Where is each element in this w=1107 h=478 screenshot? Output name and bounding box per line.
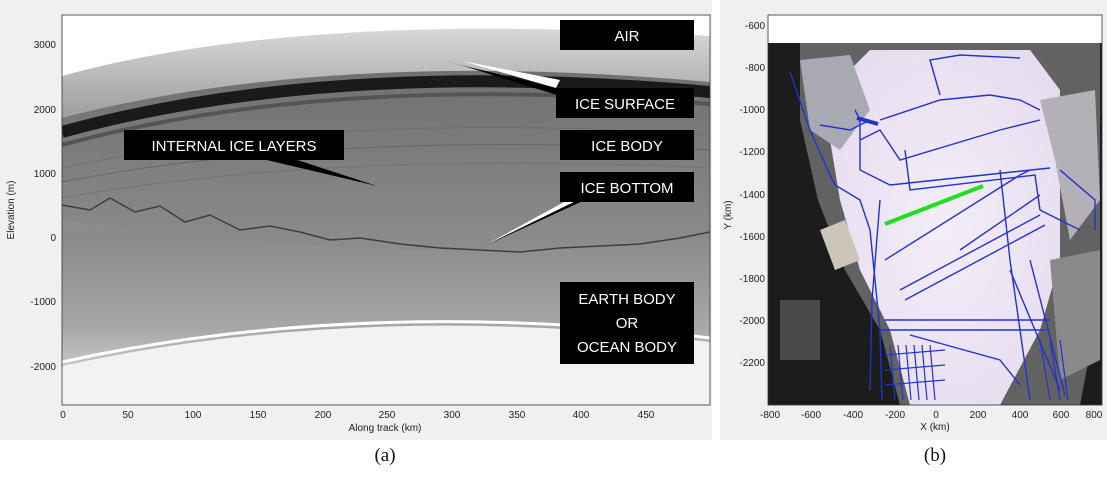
y-tick: 1000 [34,169,57,180]
air-label: AIR [614,28,639,45]
y-tick: -1000 [739,105,765,116]
panel-a-y-ticks: 3000 2000 1000 0 -1000 -2000 [30,40,56,373]
ice-surface-label: ICE SURFACE [575,96,675,113]
y-tick: -600 [745,21,765,32]
earth-body-label-line3: OCEAN BODY [577,339,677,356]
internal-layers-pointer [250,156,377,186]
panel-b-caption: (b) [924,445,946,466]
y-tick: -1800 [739,274,765,285]
flight-line-thick [856,116,879,126]
ice-surface-label-box [556,88,694,118]
survey-grid [884,339,1069,401]
y-tick: -1400 [739,190,765,201]
y-tick: -1000 [30,297,56,308]
panel-b: -600 -800 -1000 -1200 -1400 -1600 -1800 … [720,0,1107,466]
ice-bottom-echo [62,197,710,253]
x-tick: 150 [250,410,267,421]
x-tick: 0 [933,410,939,421]
panel-a-x-ticks: 0 50 100 150 200 250 300 350 400 450 [60,410,655,421]
x-tick: -600 [801,410,821,421]
x-tick: 600 [1053,410,1070,421]
y-tick: -1600 [739,232,765,243]
ice-bottom-pointer [480,196,582,248]
x-tick: 800 [1086,410,1103,421]
y-axis-label: Y (km) [723,200,734,229]
earth-body-label-line2: OR [616,315,639,332]
y-tick: -2000 [30,362,56,373]
x-tick: -200 [885,410,905,421]
x-tick: 250 [379,410,396,421]
ice-sheet [830,50,1060,405]
y-axis-label: Elevation (m) [6,181,17,240]
x-tick: 300 [444,410,461,421]
panel-b-x-ticks: -800 -600 -400 -200 0 200 400 600 800 [760,410,1103,421]
x-tick: 200 [315,410,332,421]
x-tick: 200 [970,410,987,421]
y-tick: -2200 [739,358,765,369]
x-tick: 400 [573,410,590,421]
ice-body-label: ICE BODY [591,138,663,155]
panel-b-y-ticks: -600 -800 -1000 -1200 -1400 -1600 -1800 … [739,21,765,369]
x-tick: 450 [638,410,655,421]
earth-body-label-box [560,282,694,364]
x-tick: 400 [1012,410,1029,421]
internal-layers-label: INTERNAL ICE LAYERS [151,138,316,155]
x-axis-label: Along track (km) [349,423,422,434]
ice-bottom-pointer-shadow [480,200,585,248]
y-tick: 2000 [34,105,57,116]
x-tick: 0 [60,410,66,421]
air-label-box [560,20,694,50]
earth-body-label-line1: EARTH BODY [578,291,675,308]
ice-surface-echo [62,75,710,138]
x-tick: -400 [843,410,863,421]
map [768,15,1102,405]
ice-surface-pointer [462,61,560,88]
x-tick: 50 [122,410,134,421]
y-tick: -1200 [739,147,765,158]
x-tick: -800 [760,410,780,421]
panel-a: 3000 2000 1000 0 -1000 -2000 0 50 100 15… [0,0,712,466]
ice-body-label-box [560,130,694,160]
panel-a-caption: (a) [374,445,395,466]
highlighted-track [884,184,984,226]
y-tick: -2000 [739,316,765,327]
y-tick: 0 [50,233,56,244]
ice-bottom-label: ICE BOTTOM [580,180,673,197]
ice-bottom-label-box [560,172,694,202]
x-axis-label: X (km) [920,422,949,433]
x-tick: 350 [509,410,526,421]
y-tick: 3000 [34,40,57,51]
y-tick: -800 [745,63,765,74]
x-tick: 100 [185,410,202,421]
internal-layers-label-box [124,130,344,160]
